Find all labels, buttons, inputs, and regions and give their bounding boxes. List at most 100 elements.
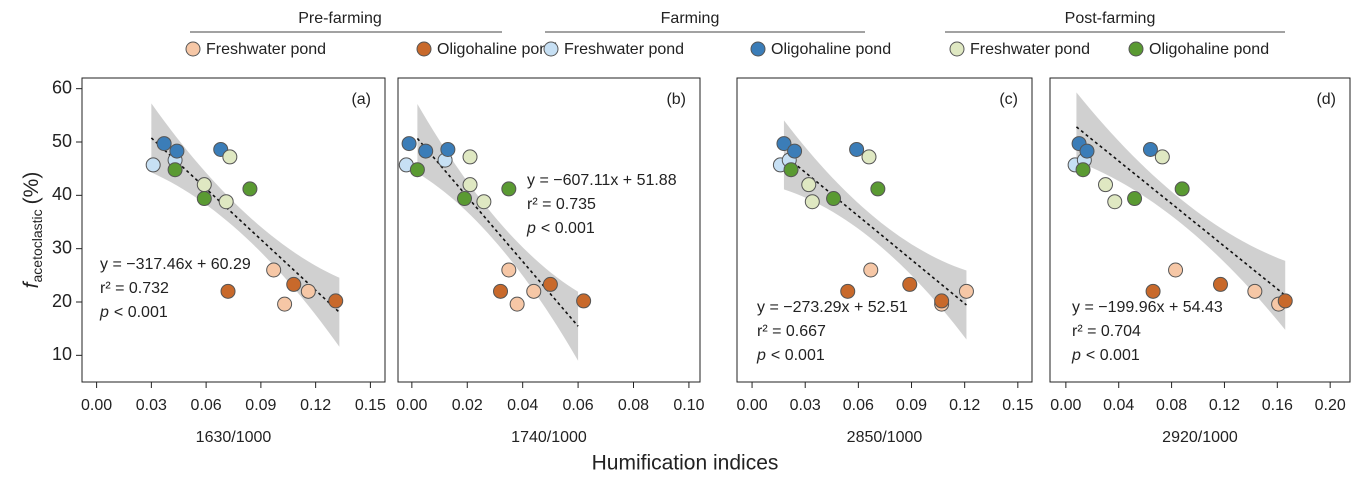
fit-p: p < 0.001 bbox=[1071, 347, 1140, 364]
data-point bbox=[493, 283, 509, 299]
p-symbol: p bbox=[756, 347, 766, 364]
data-point bbox=[576, 293, 592, 309]
data-point bbox=[220, 283, 236, 299]
x-tick-label: 0.00 bbox=[81, 397, 112, 414]
data-point bbox=[1075, 162, 1091, 178]
legend-marker bbox=[416, 41, 432, 57]
fit-r2: r² = 0.735 bbox=[527, 196, 596, 213]
legend-label: Freshwater pond bbox=[206, 41, 326, 58]
panel-label: (b) bbox=[666, 91, 686, 108]
x-tick-label: 0.06 bbox=[843, 397, 874, 414]
fit-equation: y = −317.46x + 60.29 bbox=[100, 256, 251, 273]
p-value: < 0.001 bbox=[541, 220, 595, 237]
x-tick-label: 0.00 bbox=[736, 397, 767, 414]
panel-x-label: 2850/1000 bbox=[847, 429, 923, 446]
data-point bbox=[456, 191, 472, 207]
legend-marker bbox=[543, 41, 559, 57]
data-point bbox=[196, 191, 212, 207]
panel-x-label: 1740/1000 bbox=[511, 429, 587, 446]
panel-x-label: 1630/1000 bbox=[196, 429, 272, 446]
data-point bbox=[277, 296, 293, 312]
data-point bbox=[1098, 177, 1114, 193]
y-axis-title: facetoclastic (%) bbox=[20, 172, 45, 289]
data-point bbox=[145, 157, 161, 173]
data-point bbox=[1277, 293, 1293, 309]
data-point bbox=[1127, 191, 1143, 207]
data-point bbox=[787, 143, 803, 159]
data-point bbox=[218, 194, 234, 210]
x-tick-label: 0.08 bbox=[1156, 397, 1187, 414]
x-tick-label: 0.00 bbox=[396, 397, 427, 414]
p-value: < 0.001 bbox=[1086, 347, 1140, 364]
x-tick-label: 0.06 bbox=[563, 397, 594, 414]
x-tick-label: 0.03 bbox=[136, 397, 167, 414]
data-point bbox=[934, 293, 950, 309]
x-tick-label: 0.09 bbox=[896, 397, 927, 414]
legend-group-title: Farming bbox=[661, 10, 720, 27]
panel-x-label: 2920/1000 bbox=[1162, 429, 1238, 446]
data-point bbox=[501, 181, 517, 197]
fit-p: p < 0.001 bbox=[526, 220, 595, 237]
data-point bbox=[1154, 149, 1170, 165]
fit-line bbox=[416, 137, 579, 327]
data-point bbox=[476, 194, 492, 210]
fit-p: p < 0.001 bbox=[99, 304, 168, 321]
data-point bbox=[418, 143, 434, 159]
y-tick-label: 20 bbox=[52, 291, 72, 311]
data-point bbox=[804, 194, 820, 210]
plot-frame bbox=[736, 77, 1033, 383]
data-point bbox=[409, 162, 425, 178]
panel-label: (c) bbox=[999, 91, 1018, 108]
x-tick-label: 0.10 bbox=[673, 397, 704, 414]
legend-label: Oligohaline pond bbox=[1149, 41, 1269, 58]
x-tick-label: 0.15 bbox=[355, 397, 386, 414]
legend-group-title: Post-farming bbox=[1065, 10, 1156, 27]
data-point bbox=[1107, 194, 1123, 210]
panel-label: (a) bbox=[351, 91, 371, 108]
fit-equation: y = −273.29x + 52.51 bbox=[757, 299, 908, 316]
x-tick-label: 0.09 bbox=[245, 397, 276, 414]
data-point bbox=[462, 149, 478, 165]
fit-r2: r² = 0.667 bbox=[757, 323, 826, 340]
data-point bbox=[266, 262, 282, 278]
legend-label: Freshwater pond bbox=[564, 41, 684, 58]
data-point bbox=[849, 141, 865, 157]
panel-label: (d) bbox=[1316, 91, 1336, 108]
legend-label: Oligohaline pond bbox=[771, 41, 891, 58]
data-point bbox=[861, 149, 877, 165]
data-point bbox=[167, 162, 183, 178]
x-tick-label: 0.04 bbox=[1103, 397, 1134, 414]
data-point bbox=[902, 276, 918, 292]
legend-label: Freshwater pond bbox=[970, 41, 1090, 58]
confidence-band bbox=[783, 120, 967, 340]
data-point bbox=[1145, 283, 1161, 299]
x-tick-label: 0.08 bbox=[618, 397, 649, 414]
fit-equation: y = −199.96x + 54.43 bbox=[1072, 299, 1223, 316]
legend-marker bbox=[750, 41, 766, 57]
legend-label: Oligohaline pond bbox=[437, 41, 557, 58]
data-point bbox=[462, 177, 478, 193]
data-point bbox=[863, 262, 879, 278]
x-tick-label: 0.20 bbox=[1315, 397, 1346, 414]
data-point bbox=[870, 181, 886, 197]
x-axis-title: Humification indices bbox=[592, 452, 779, 475]
data-point bbox=[801, 177, 817, 193]
x-tick-label: 0.06 bbox=[191, 397, 222, 414]
fit-line bbox=[1075, 126, 1286, 297]
y-tick-label: 10 bbox=[52, 344, 72, 364]
x-tick-label: 0.02 bbox=[452, 397, 483, 414]
data-point bbox=[509, 296, 525, 312]
plot-frame bbox=[1049, 77, 1351, 383]
x-tick-label: 0.12 bbox=[949, 397, 980, 414]
p-value: < 0.001 bbox=[771, 347, 825, 364]
data-point bbox=[542, 276, 558, 292]
x-tick-label: 0.15 bbox=[1002, 397, 1033, 414]
fit-equation: y = −607.11x + 51.88 bbox=[527, 172, 677, 189]
x-tick-label: 0.00 bbox=[1050, 397, 1081, 414]
data-point bbox=[1174, 181, 1190, 197]
p-value: < 0.001 bbox=[114, 304, 168, 321]
data-point bbox=[840, 283, 856, 299]
p-symbol: p bbox=[1071, 347, 1081, 364]
y-axis-symbol: f bbox=[20, 280, 43, 288]
